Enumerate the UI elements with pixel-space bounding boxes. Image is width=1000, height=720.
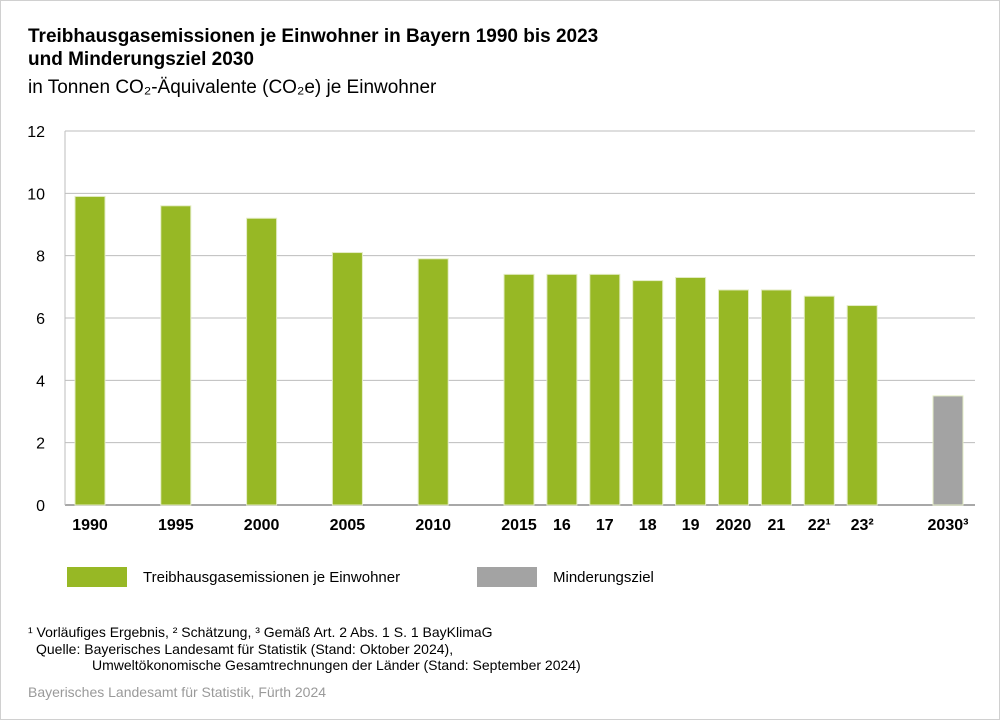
bar: [417, 258, 449, 506]
y-tick-label: 8: [36, 249, 45, 266]
bar: [675, 276, 707, 506]
x-tick-label: 16: [553, 517, 571, 534]
y-tick-label: 12: [27, 124, 45, 141]
bar: [589, 273, 621, 506]
x-tick-label: 21: [768, 517, 786, 534]
x-tick-label: 23²: [851, 517, 874, 534]
x-tick-label: 2000: [244, 517, 280, 534]
bar: [74, 195, 106, 506]
legend-item-emissions: Treibhausgasemissionen je Einwohner: [67, 567, 400, 587]
x-tick-label: 17: [596, 517, 614, 534]
x-tick-label: 2005: [330, 517, 366, 534]
footnote-1: ¹ Vorläufiges Ergebnis, ² Schätzung, ³ G…: [28, 624, 493, 640]
y-tick-label: 2: [36, 436, 45, 453]
legend-label: Minderungsziel: [553, 568, 654, 586]
y-tick-label: 4: [36, 373, 45, 390]
bar: [803, 295, 835, 506]
legend-item-target: Minderungsziel: [477, 567, 654, 587]
x-tick-label: 22¹: [808, 517, 831, 534]
x-tick-label: 2030³: [928, 517, 969, 534]
x-tick-label: 19: [682, 517, 700, 534]
x-tick-label: 1990: [72, 517, 108, 534]
bar: [331, 252, 363, 506]
bar: [846, 305, 878, 506]
y-tick-label: 10: [27, 186, 45, 203]
bar: [246, 217, 278, 506]
x-tick-label: 2010: [415, 517, 451, 534]
bar: [932, 395, 964, 506]
y-tick-label: 6: [36, 311, 45, 328]
footnote-source: Quelle: Bayerisches Landesamt für Statis…: [36, 641, 454, 657]
legend-swatch-target: [477, 567, 537, 587]
chart-title-line1: Treibhausgasemissionen je Einwohner in B…: [28, 26, 599, 47]
credit: Bayerisches Landesamt für Statistik, Für…: [28, 684, 327, 700]
y-tick-label: 0: [36, 498, 45, 515]
bar: [718, 289, 749, 506]
bar: [160, 205, 192, 506]
legend-label: Treibhausgasemissionen je Einwohner: [143, 568, 401, 586]
x-tick-label: 1995: [158, 517, 194, 534]
bar: [632, 280, 664, 506]
chart-subtitle: in Tonnen CO₂-Äquivalente (CO₂e) je Einw…: [28, 77, 437, 98]
x-tick-label: 2020: [716, 517, 752, 534]
x-tick-label: 2015: [501, 517, 537, 534]
x-tick-label: 18: [639, 517, 657, 534]
footnote-source-2: Umweltökonomische Gesamtrechnungen der L…: [92, 657, 581, 673]
chart-title-line2: und Minderungsziel 2030: [28, 49, 254, 70]
legend-swatch-emissions: [67, 567, 127, 587]
bar: [760, 289, 792, 506]
bar: [503, 273, 535, 506]
bar: [546, 273, 578, 506]
